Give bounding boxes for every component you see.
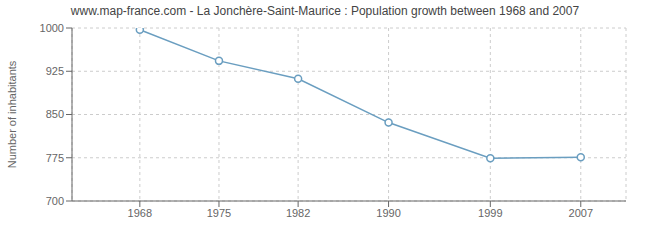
svg-text:850: 850: [46, 108, 64, 120]
svg-text:1990: 1990: [376, 207, 400, 219]
svg-text:775: 775: [46, 152, 64, 164]
svg-text:2007: 2007: [569, 207, 593, 219]
svg-text:700: 700: [46, 195, 64, 207]
svg-text:925: 925: [46, 65, 64, 77]
svg-text:1975: 1975: [207, 207, 231, 219]
svg-text:1999: 1999: [478, 207, 502, 219]
svg-text:1982: 1982: [286, 207, 310, 219]
svg-text:Number of inhabitants: Number of inhabitants: [8, 60, 18, 168]
svg-text:1000: 1000: [40, 22, 64, 34]
html-text:www.map-france.com - La Jonchè: www.map-france.com - La Jonchère-Saint-M…: [70, 4, 580, 18]
svg-text:1968: 1968: [128, 207, 152, 219]
